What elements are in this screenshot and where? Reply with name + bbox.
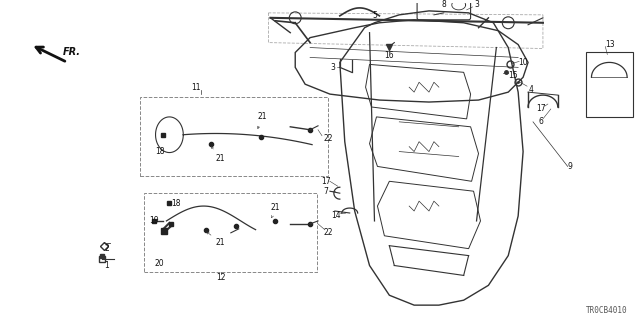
Text: 10: 10 [518,58,528,67]
Text: 18: 18 [155,147,164,156]
Text: TR0CB4010: TR0CB4010 [586,306,627,315]
Text: 14: 14 [331,212,340,220]
Text: 15: 15 [508,71,518,80]
Text: 21: 21 [211,146,225,163]
Bar [140,97,328,176]
Text: 17: 17 [536,104,546,114]
Text: 20: 20 [155,259,164,268]
Text: 17: 17 [321,177,331,186]
Text: 13: 13 [605,40,615,49]
Text: 8: 8 [442,0,446,10]
Text: 3: 3 [330,63,335,72]
Bar [143,193,317,272]
Text: 19: 19 [148,216,158,225]
Text: 3: 3 [474,0,479,10]
Text: 21: 21 [207,232,225,247]
Text: 12: 12 [216,273,226,282]
Text: 18: 18 [172,199,181,208]
Text: FR.: FR. [63,47,81,58]
Text: 4: 4 [529,85,534,94]
Text: 21: 21 [257,112,268,129]
Bar [586,52,633,117]
Text: 9: 9 [567,162,572,171]
Text: 1: 1 [104,261,109,270]
Text: 2: 2 [104,244,109,253]
Text: 16: 16 [385,51,394,60]
Text: 22: 22 [323,134,333,143]
Text: 11: 11 [191,83,201,92]
Text: 5: 5 [372,11,377,20]
Text: 6: 6 [538,117,543,126]
Text: 7: 7 [323,187,328,196]
Text: 21: 21 [271,203,280,218]
Text: 22: 22 [323,228,333,237]
